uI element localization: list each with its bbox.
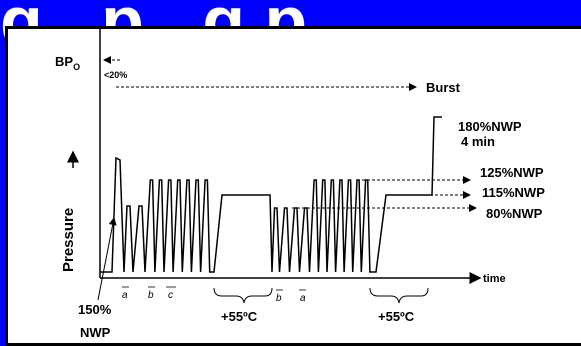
label-125: 125%NWP (480, 165, 544, 180)
label-180-line1: 180%NWP (458, 119, 522, 134)
label-180-line2: 4 min (461, 134, 495, 149)
temp-label-1: +55ºC (221, 309, 258, 324)
burst-label: Burst (426, 80, 461, 95)
label-c-1: c (168, 290, 173, 301)
brace-temp-1 (213, 287, 273, 304)
label-a-2: a (300, 293, 306, 304)
label-80: 80%NWP (486, 206, 543, 221)
label-115: 115%NWP (482, 185, 545, 200)
pressure-waveform (100, 116, 442, 273)
time-label: time (483, 273, 506, 285)
label-b-2: b (276, 293, 282, 304)
label-150-arrow (97, 217, 117, 301)
label-150-line1: 150% (78, 302, 112, 317)
lt20-label: <20% (104, 70, 127, 80)
label-a-1: a (122, 290, 128, 301)
bp-label: BPO (55, 54, 80, 72)
pressure-axis-label: Pressure (60, 208, 77, 272)
label-150-line2: NWP (80, 325, 111, 339)
diagram-panel (5, 26, 581, 346)
temp-label-2: +55ºC (378, 309, 415, 324)
brace-temp-2 (369, 287, 429, 304)
pressure-cycle-diagram: BPO <20% Burst 180%NWP 4 min 125%NWP 115… (55, 28, 545, 339)
label-b-1: b (148, 290, 154, 301)
